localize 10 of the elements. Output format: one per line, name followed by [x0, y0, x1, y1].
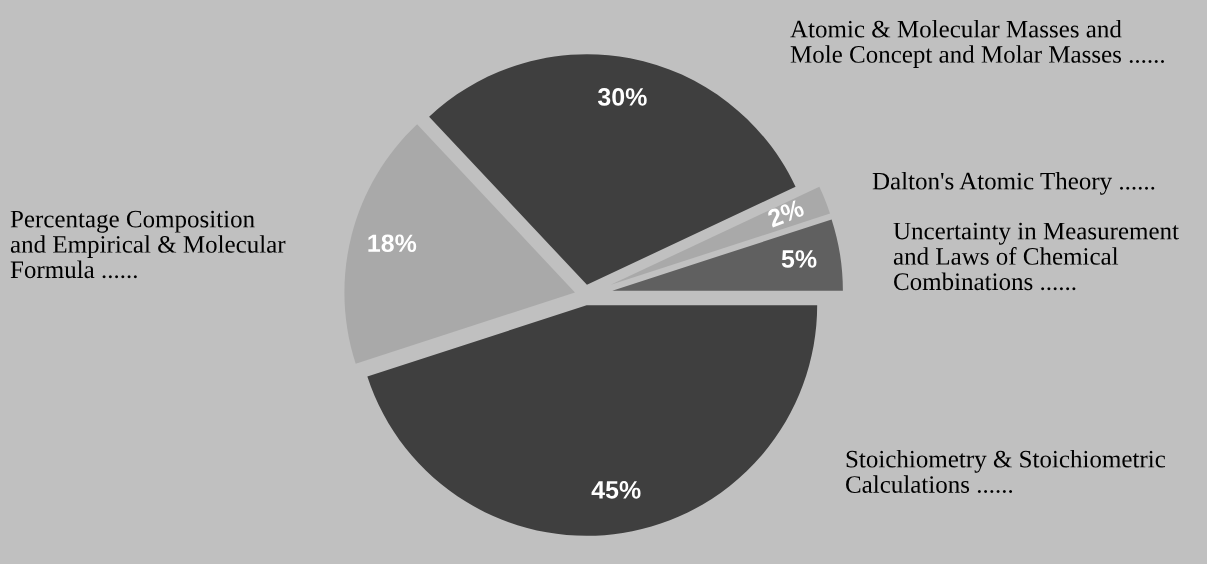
data-label: 18%: [368, 234, 417, 253]
data-label: 5%: [781, 250, 817, 268]
slice-label: Uncertainty in Measurement and Laws of Chemical Combinations ......: [893, 222, 1179, 291]
slice-label: Percentage Composition and Empirical & Molecular Formula ......: [10, 210, 286, 279]
slice-label: Stoichiometry & Stoichiometric Calculations ......: [846, 450, 1166, 494]
data-label: 2%: [766, 198, 806, 228]
data-label: 45%: [591, 481, 641, 499]
slice-label: Atomic & Molecular Masses and Mole Concept and Molar Masses ......: [790, 20, 1164, 68]
data-label: 30%: [597, 88, 647, 106]
slice-label: Dalton's Atomic Theory ......: [872, 172, 1155, 195]
